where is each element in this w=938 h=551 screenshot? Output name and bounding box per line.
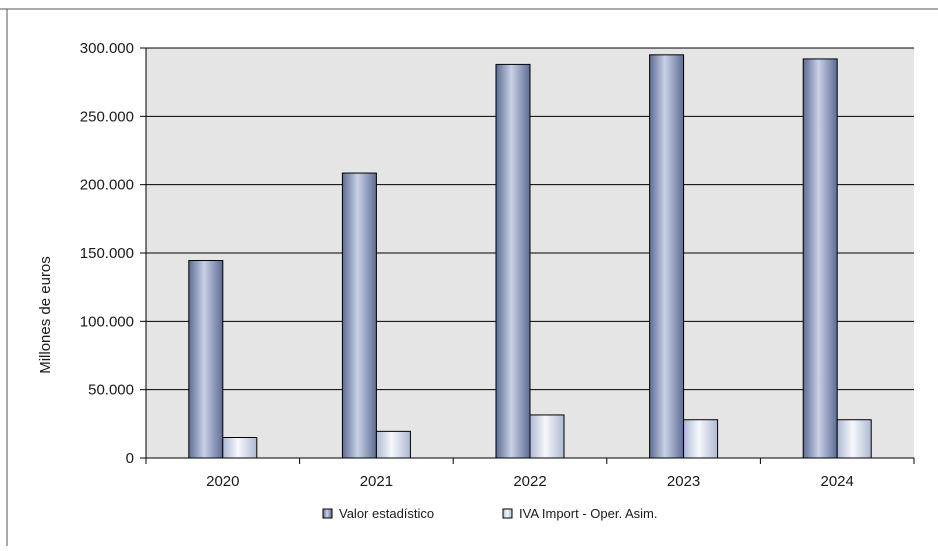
bar-series-1 — [649, 54, 685, 459]
x-tick-label: 2021 — [360, 473, 393, 490]
y-tick-label: 150.000 — [80, 245, 134, 262]
y-tick-label: 200.000 — [80, 177, 134, 194]
legend: Valor estadístico IVA Import - Oper. Asim… — [322, 506, 657, 521]
x-tick-label: 2022 — [513, 473, 546, 490]
bar-series-1 — [341, 172, 377, 459]
bar-series-1 — [495, 63, 531, 459]
legend-swatch-series-2 — [502, 508, 513, 519]
x-tick-label: 2023 — [667, 473, 700, 490]
y-tick-label: 300.000 — [80, 40, 134, 57]
legend-label-series-2: IVA Import - Oper. Asim. — [519, 506, 657, 521]
y-axis-title: Millones de euros — [37, 256, 54, 374]
y-tick-label: 100.000 — [80, 313, 134, 330]
bar-series-2 — [529, 414, 565, 459]
bar-series-2 — [222, 437, 258, 459]
y-tick-label: 50.000 — [88, 382, 134, 399]
bars — [188, 54, 872, 459]
y-tick-label: 250.000 — [80, 108, 134, 125]
x-tick-label: 2024 — [821, 473, 854, 490]
bar-series-2 — [836, 419, 872, 459]
bar-series-1 — [188, 260, 224, 459]
bar-series-1 — [802, 58, 838, 459]
bar-series-2 — [683, 419, 719, 459]
y-tick-label: 0 — [126, 450, 134, 467]
x-tick-label: 2020 — [206, 473, 239, 490]
axes: 0 50.000 100.000 150.000 200.000 250.000 300.0… — [80, 40, 915, 490]
bar-series-2 — [375, 430, 411, 459]
legend-swatch-series-1 — [322, 508, 333, 519]
legend-label-series-1: Valor estadístico — [339, 506, 434, 521]
